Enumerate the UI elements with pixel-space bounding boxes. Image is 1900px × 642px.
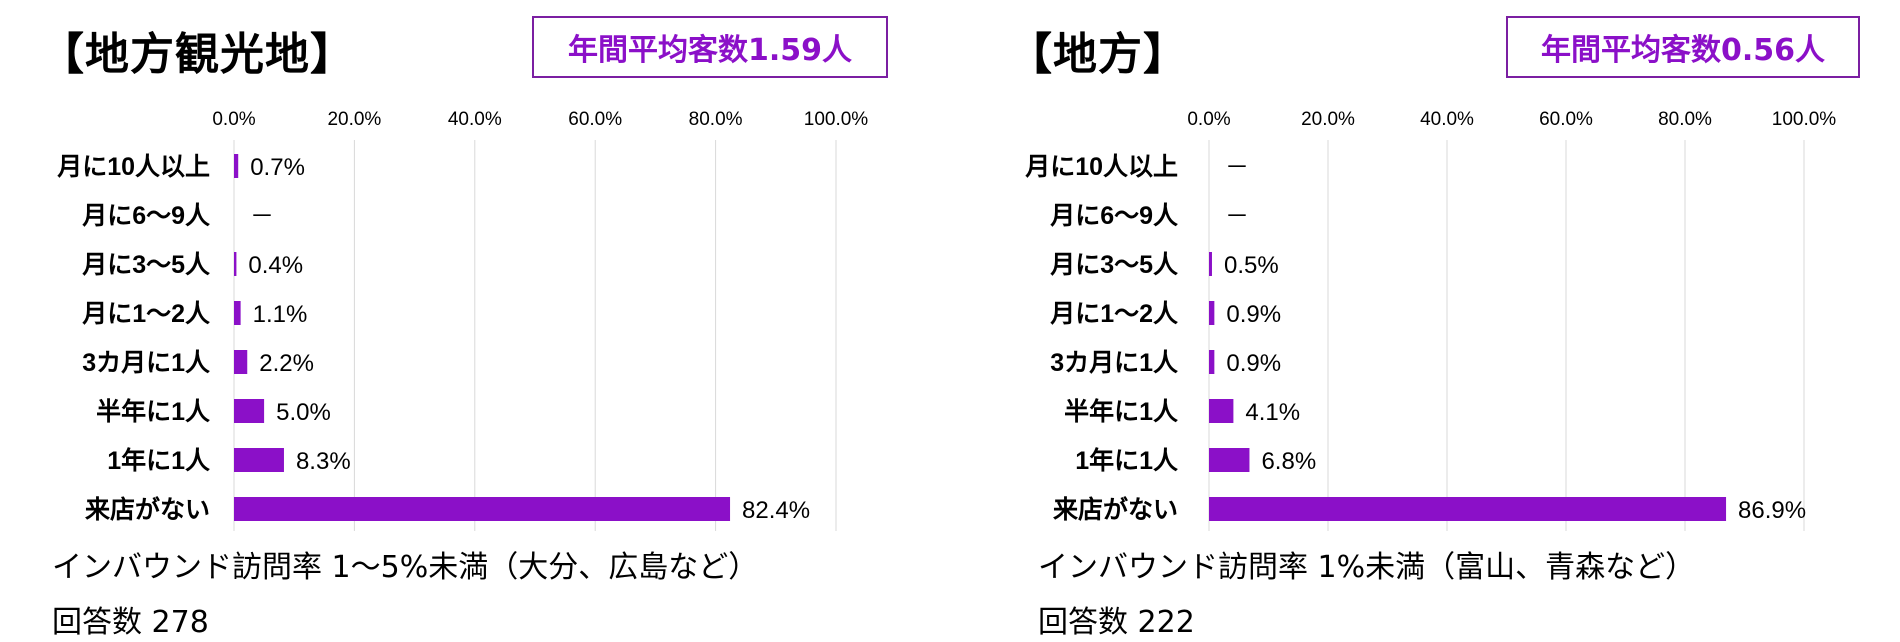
bar <box>1209 252 1212 276</box>
data-label: 8.3% <box>296 448 351 475</box>
x-tick-label: 0.0% <box>212 109 255 130</box>
category-label: 月に1～2人 <box>81 300 210 328</box>
x-tick-label: 40.0% <box>448 109 502 130</box>
x-tick-label: 20.0% <box>1301 109 1355 130</box>
category-label: 月に3～5人 <box>1049 251 1178 279</box>
x-tick-label: 100.0% <box>1772 109 1837 130</box>
data-label: 6.8% <box>1261 448 1316 475</box>
category-label: 1年に1人 <box>107 446 210 475</box>
data-label: 5.0% <box>276 399 331 426</box>
data-label: － <box>1225 154 1249 181</box>
bar <box>234 301 241 325</box>
x-tick-label: 20.0% <box>327 109 381 130</box>
category-label: 月に6～9人 <box>1049 202 1178 230</box>
x-tick-label: 80.0% <box>689 109 743 130</box>
chart-subtitle: インバウンド訪問率 1～5%未満（大分、広島など） <box>52 550 759 585</box>
bar <box>1209 399 1234 423</box>
data-label: 0.4% <box>248 252 303 279</box>
bar-chart: 0.0% 20.0% 40.0% 60.0% 80.0% 100.0% 月に10人以上 － 月に… <box>1024 109 1837 531</box>
data-label: 2.2% <box>259 350 314 377</box>
data-label: － <box>250 203 274 230</box>
x-tick-label: 0.0% <box>1187 109 1230 130</box>
x-tick-label: 100.0% <box>804 109 869 130</box>
bar <box>234 154 239 178</box>
category-label: 半年に1人 <box>1064 397 1178 426</box>
bar <box>234 399 265 423</box>
data-label: － <box>1225 203 1249 230</box>
category-label: 月に3～5人 <box>81 251 210 279</box>
bar <box>1209 350 1215 374</box>
category-label: 3カ月に1人 <box>82 349 210 377</box>
chart-panel-regional: 【地方】 年間平均客数0.56人 0.0% 20.0% 40.0% 60.0% 80.0… <box>968 0 1900 642</box>
bar-chart: 0.0% 20.0% 40.0% 60.0% 80.0% 100.0% 月に10人以上 0.7… <box>56 109 869 531</box>
chart-panel-regional-tourist: 【地方観光地】 年間平均客数1.59人 0.0% 20.0% 40.0% 60.0% 8… <box>40 16 888 640</box>
bar <box>234 350 248 374</box>
chart-title: 【地方観光地】 <box>40 29 355 80</box>
category-label: 来店がない <box>85 495 210 524</box>
x-tick-label: 60.0% <box>568 109 622 130</box>
bar <box>234 448 284 472</box>
category-label: 半年に1人 <box>96 397 210 426</box>
bar <box>1209 497 1727 521</box>
category-label: 月に1～2人 <box>1049 300 1178 328</box>
category-label: 1年に1人 <box>1075 446 1178 475</box>
category-label: 月に6～9人 <box>81 202 210 230</box>
response-count: 回答数 278 <box>52 605 209 640</box>
category-label: 来店がない <box>1053 495 1178 524</box>
data-label: 0.9% <box>1226 350 1281 377</box>
data-label: 0.7% <box>250 154 305 181</box>
bar <box>1209 448 1250 472</box>
category-label: 月に10人以上 <box>56 153 210 181</box>
data-label: 82.4% <box>742 497 810 524</box>
x-tick-label: 80.0% <box>1658 109 1712 130</box>
chart-subtitle: インバウンド訪問率 1%未満（富山、青森など） <box>1038 550 1696 585</box>
category-label: 月に10人以上 <box>1024 153 1178 181</box>
x-tick-label: 40.0% <box>1420 109 1474 130</box>
data-label: 1.1% <box>253 301 308 328</box>
bar <box>1209 301 1215 325</box>
data-label: 0.5% <box>1224 252 1279 279</box>
category-label: 3カ月に1人 <box>1050 349 1178 377</box>
data-label: 86.9% <box>1738 497 1806 524</box>
data-label: 0.9% <box>1226 301 1281 328</box>
chart-title: 【地方】 <box>1008 29 1188 80</box>
response-count: 回答数 222 <box>1038 605 1195 640</box>
bar <box>234 497 731 521</box>
average-customers-badge: 年間平均客数1.59人 <box>532 16 888 78</box>
data-label: 4.1% <box>1245 399 1300 426</box>
average-customers-badge: 年間平均客数0.56人 <box>1506 16 1860 78</box>
bar <box>234 252 237 276</box>
x-tick-label: 60.0% <box>1539 109 1593 130</box>
